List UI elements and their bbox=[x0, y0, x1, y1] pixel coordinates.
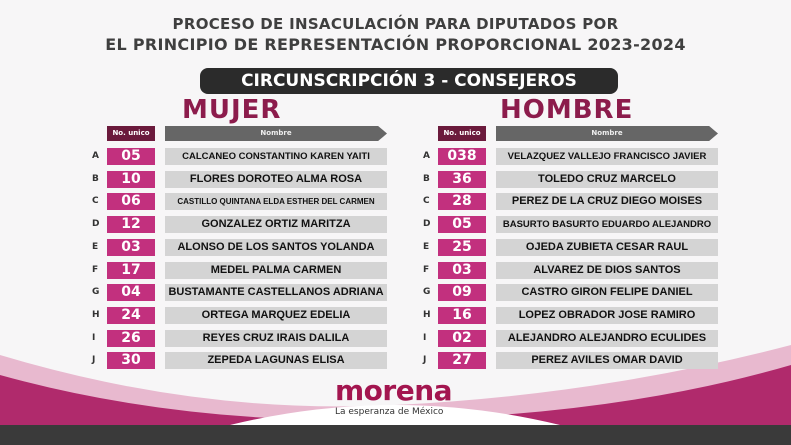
row-number: 02 bbox=[438, 329, 486, 347]
row-number: 038 bbox=[438, 148, 486, 165]
row-letter: D bbox=[423, 219, 431, 230]
row-name: GONZALEZ ORTIZ MARITZA bbox=[165, 216, 387, 234]
header-no: No. unico bbox=[107, 126, 155, 141]
row-name: LOPEZ OBRADOR JOSE RAMIRO bbox=[496, 306, 718, 324]
morena-logo: morena bbox=[335, 374, 453, 407]
row-letter: H bbox=[92, 309, 100, 320]
row-number: 25 bbox=[438, 238, 486, 256]
row-number: 26 bbox=[107, 329, 155, 347]
circunscripcion-banner: CIRCUNSCRIPCIÓN 3 - CONSEJEROS bbox=[200, 68, 618, 94]
row-number: 05 bbox=[107, 148, 155, 165]
row-number: 30 bbox=[107, 352, 155, 370]
header-name: Nombre bbox=[165, 126, 387, 141]
row-letter: D bbox=[92, 219, 100, 230]
header-no: No. unico bbox=[438, 126, 486, 141]
row-number: 09 bbox=[438, 284, 486, 302]
title-line-1: PROCESO DE INSACULACIÓN PARA DIPUTADOS P… bbox=[172, 15, 619, 33]
row-number: 28 bbox=[438, 193, 486, 211]
row-name: ALEJANDRO ALEJANDRO ECULIDES bbox=[496, 329, 718, 347]
row-letter: I bbox=[92, 332, 96, 343]
row-number: 06 bbox=[107, 193, 155, 211]
row-name: FLORES DOROTEO ALMA ROSA bbox=[165, 170, 387, 188]
row-letter: F bbox=[92, 264, 99, 275]
row-name: BUSTAMANTE CASTELLANOS ADRIANA bbox=[165, 284, 387, 302]
row-letter: A bbox=[423, 151, 430, 161]
row-name: ALONSO DE LOS SANTOS YOLANDA bbox=[165, 238, 387, 256]
row-number: 16 bbox=[438, 306, 486, 324]
row-number: 04 bbox=[107, 284, 155, 302]
row-number: 10 bbox=[107, 170, 155, 188]
row-letter: E bbox=[92, 241, 99, 252]
row-number: 24 bbox=[107, 306, 155, 324]
row-number: 03 bbox=[107, 238, 155, 256]
row-number: 17 bbox=[107, 261, 155, 279]
row-letter: J bbox=[423, 355, 427, 366]
row-letter: J bbox=[92, 355, 96, 366]
row-number: 36 bbox=[438, 170, 486, 188]
row-name: REYES CRUZ IRAIS DALILA bbox=[165, 329, 387, 347]
row-name: MEDEL PALMA CARMEN bbox=[165, 261, 387, 279]
row-letter: C bbox=[423, 196, 430, 207]
row-name: PEREZ DE LA CRUZ DIEGO MOISES bbox=[496, 193, 718, 211]
row-number: 03 bbox=[438, 261, 486, 279]
decorative-wave bbox=[0, 345, 791, 425]
row-name: TOLEDO CRUZ MARCELO bbox=[496, 170, 718, 188]
row-letter: F bbox=[423, 264, 430, 275]
header-name: Nombre bbox=[496, 126, 718, 141]
row-name: BASURTO BASURTO EDUARDO ALEJANDRO bbox=[496, 216, 718, 234]
row-letter: H bbox=[423, 309, 431, 320]
row-letter: B bbox=[92, 173, 99, 184]
row-name: VELAZQUEZ VALLEJO FRANCISCO JAVIER bbox=[496, 148, 718, 165]
row-name: ORTEGA MARQUEZ EDELIA bbox=[165, 306, 387, 324]
hombre-title: HOMBRE bbox=[500, 95, 634, 125]
mujer-title: MUJER bbox=[182, 95, 282, 125]
row-name: PEREZ AVILES OMAR DAVID bbox=[496, 352, 718, 370]
row-name: ZEPEDA LAGUNAS ELISA bbox=[165, 352, 387, 370]
row-number: 05 bbox=[438, 216, 486, 234]
row-name: ALVAREZ DE DIOS SANTOS bbox=[496, 261, 718, 279]
row-letter: E bbox=[423, 241, 430, 252]
row-letter: G bbox=[92, 287, 100, 298]
row-number: 12 bbox=[107, 216, 155, 234]
row-name: CASTILLO QUINTANA ELDA ESTHER DEL CARMEN bbox=[165, 193, 387, 211]
row-letter: A bbox=[92, 151, 99, 161]
row-number: 27 bbox=[438, 352, 486, 370]
row-letter: I bbox=[423, 332, 427, 343]
row-letter: G bbox=[423, 287, 431, 298]
row-name: CASTRO GIRON FELIPE DANIEL bbox=[496, 284, 718, 302]
title-line-2: EL PRINCIPIO DE REPRESENTACIÓN PROPORCIO… bbox=[105, 35, 686, 54]
row-letter: C bbox=[92, 196, 99, 207]
tagline: La esperanza de México bbox=[335, 407, 444, 417]
row-name: OJEDA ZUBIETA CESAR RAUL bbox=[496, 238, 718, 256]
row-name: CALCANEO CONSTANTINO KAREN YAITI bbox=[165, 148, 387, 165]
slide: PROCESO DE INSACULACIÓN PARA DIPUTADOS P… bbox=[0, 0, 791, 425]
row-letter: B bbox=[423, 173, 430, 184]
